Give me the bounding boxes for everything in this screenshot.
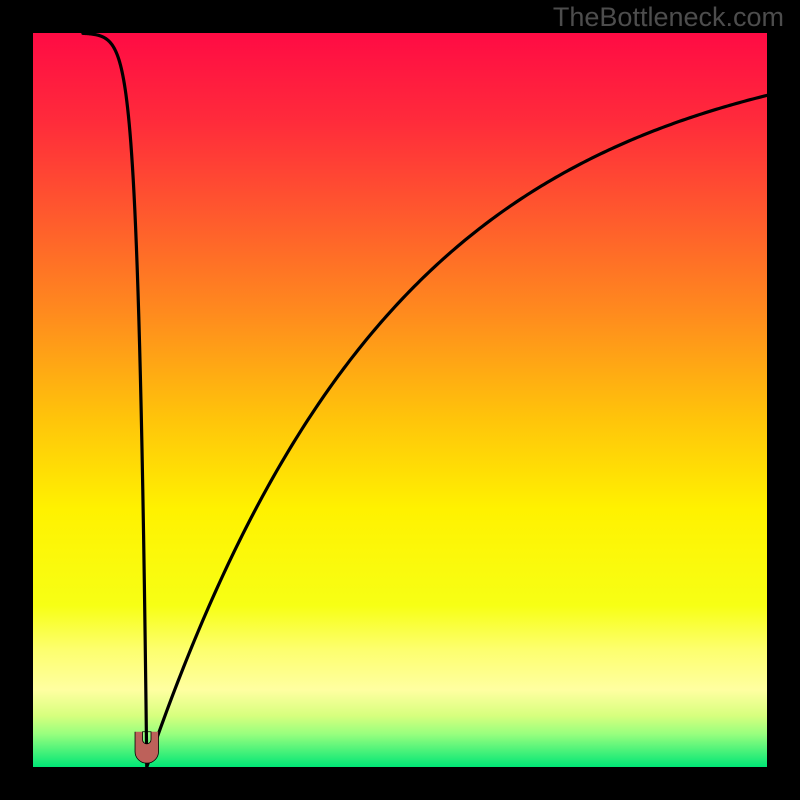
- plot-svg: [33, 33, 767, 767]
- watermark-text: TheBottleneck.com: [553, 2, 784, 33]
- chart-stage: TheBottleneck.com: [0, 0, 800, 800]
- heatmap-background: [33, 33, 767, 767]
- plot-area: [33, 33, 767, 767]
